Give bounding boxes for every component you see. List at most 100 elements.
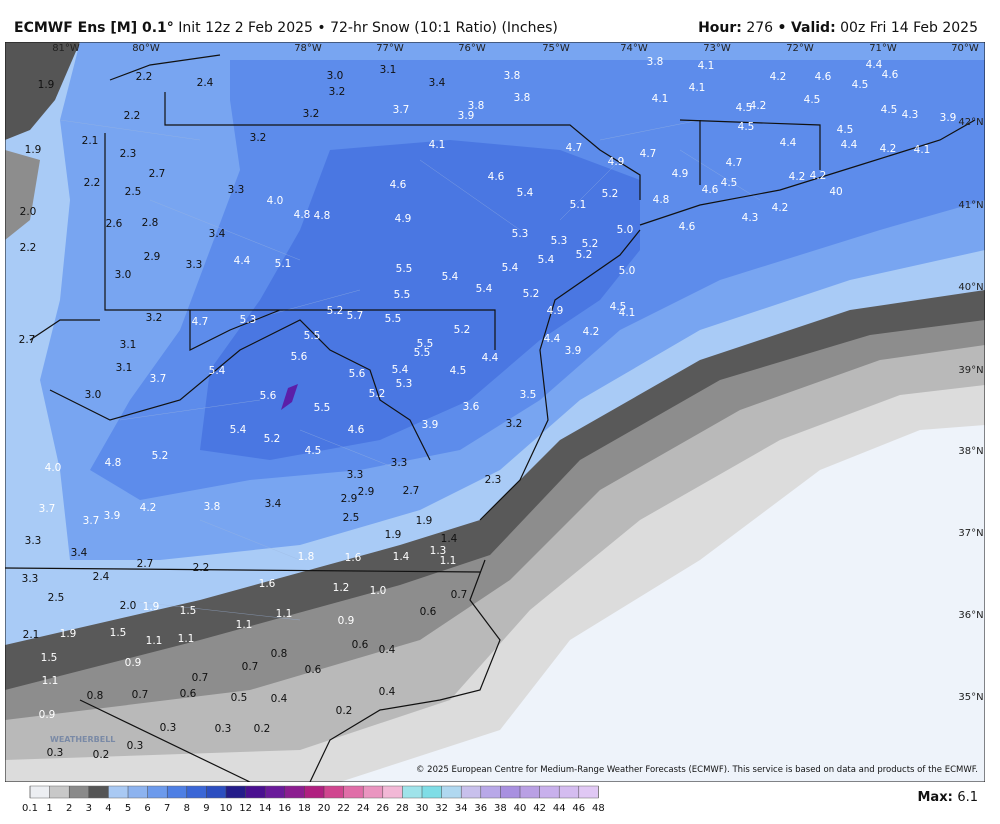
snow-amount: 3.0	[327, 70, 344, 82]
snow-amount: 3.8	[647, 56, 664, 68]
colorbar-tick-label: 9	[203, 803, 209, 814]
snow-amount: 3.3	[347, 469, 364, 481]
snow-amount: 0.5	[231, 692, 248, 704]
snow-amount: 4.5	[852, 79, 869, 91]
snow-amount: 4.0	[45, 462, 62, 474]
colorbar-tick-label: 12	[239, 803, 252, 814]
snow-amount: 4.6	[815, 71, 832, 83]
colorbar-tick-label: 24	[357, 803, 370, 814]
colorbar-tick-label: 18	[298, 803, 311, 814]
snow-amount: 4.2	[789, 171, 806, 183]
snow-amount: 2.7	[403, 485, 420, 497]
credit: © 2025 European Centre for Medium-Range …	[416, 765, 978, 775]
colorbar-swatch	[304, 786, 324, 798]
snow-amount: 3.8	[514, 92, 531, 104]
snow-amount: 3.9	[940, 112, 957, 124]
snow-amount: 5.4	[517, 187, 534, 199]
snow-amount: 3.9	[458, 110, 475, 122]
snow-amount: 4.1	[619, 307, 636, 319]
snow-amount: 0.4	[379, 686, 396, 698]
snow-amount: 4.8	[653, 194, 670, 206]
snow-amount: 2.1	[23, 629, 40, 641]
snow-amount: 5.4	[230, 424, 247, 436]
colorbar-tick-label: 30	[416, 803, 429, 814]
latitude-label: 40°N	[958, 282, 983, 293]
snow-amount: 4.8	[294, 209, 311, 221]
snow-amount: 5.2	[327, 305, 344, 317]
colorbar-swatch	[147, 786, 168, 798]
snow-amount: 3.7	[39, 503, 56, 515]
snow-amount: 3.4	[71, 547, 88, 559]
snow-amount: 4.2	[810, 170, 827, 182]
valid-label: Valid:	[790, 20, 836, 36]
header-right: Hour: 276 • Valid: 00z Fri 14 Feb 2025	[698, 20, 978, 36]
max-spot	[281, 384, 298, 410]
snow-amount: 4.2	[583, 326, 600, 338]
snow-amount: 4.8	[105, 457, 122, 469]
snow-amount: 5.4	[538, 254, 555, 266]
separator: •	[777, 20, 787, 36]
snow-amount: 1.5	[110, 627, 127, 639]
snow-amount: 40	[829, 186, 842, 198]
colorbar-tick-label: 8	[184, 803, 190, 814]
band	[5, 42, 80, 140]
snow-amount: 0.6	[420, 606, 437, 618]
snow-amount: 0.6	[180, 688, 197, 700]
snow-amount: 3.4	[429, 77, 446, 89]
colorbar-swatch	[343, 786, 364, 798]
snow-amount: 3.5	[520, 389, 537, 401]
colorbar-swatch	[559, 786, 579, 798]
colorbar-swatch	[382, 786, 403, 798]
snow-amount: 5.2	[576, 249, 593, 261]
snow-amount: 3.2	[329, 86, 346, 98]
snow-amount: 5.4	[502, 262, 519, 274]
snow-amount: 1.9	[38, 79, 55, 91]
snow-amount: 3.1	[120, 339, 137, 351]
snow-amount: 3.9	[422, 419, 439, 431]
colorbar-swatch	[108, 786, 128, 798]
colorbar-swatch	[324, 786, 344, 798]
colorbar-tick-label: 14	[259, 803, 272, 814]
snow-amount: 2.1	[82, 135, 99, 147]
snow-amount: 4.2	[750, 100, 767, 112]
snow-amount: 1.3	[430, 545, 447, 557]
colorbar-swatch	[363, 786, 383, 798]
snow-amount: 4.5	[721, 177, 738, 189]
colorbar-swatch	[49, 786, 70, 798]
snow-amount: 4.4	[544, 333, 561, 345]
snow-amount: 2.3	[120, 148, 137, 160]
snow-amount: 0.8	[87, 690, 104, 702]
colorbar-tick-label: 32	[435, 803, 448, 814]
snow-amount: 0.2	[254, 723, 271, 735]
snow-amount: 4.7	[192, 316, 209, 328]
snow-amount: 3.8	[204, 501, 221, 513]
snow-amount: 0.7	[192, 672, 209, 684]
snow-amount: 5.4	[442, 271, 459, 283]
snow-amount: 4.4	[866, 59, 883, 71]
snow-amount: 5.4	[392, 364, 409, 376]
snow-amount: 2.4	[197, 77, 214, 89]
longitude-label: 72°W	[786, 43, 814, 54]
colorbar-tick-label: 4	[105, 803, 111, 814]
snow-amount: 3.3	[391, 457, 408, 469]
longitude-label: 81°W	[52, 43, 80, 54]
snow-amount: 4.1	[698, 60, 715, 72]
snow-amount: 3.2	[303, 108, 320, 120]
colorbar-tick-label: 26	[376, 803, 389, 814]
colorbar-swatch	[226, 786, 246, 798]
snow-amount: 5.5	[417, 338, 434, 350]
colorbar-swatch	[578, 786, 599, 798]
colorbar-swatch	[441, 786, 462, 798]
snow-amount: 2.9	[144, 251, 161, 263]
snow-amount: 1.2	[333, 582, 350, 594]
snow-amount: 1.0	[370, 585, 387, 597]
snow-amount: 2.9	[358, 486, 375, 498]
colorbar-swatch	[30, 786, 50, 798]
colorbar-tick-label: 28	[396, 803, 409, 814]
snow-amount: 1.4	[393, 551, 410, 563]
snow-amount: 1.4	[441, 533, 458, 545]
snow-amount: 1.5	[41, 652, 58, 664]
snow-amount: 1.1	[236, 619, 253, 631]
snow-amount: 1.1	[440, 555, 457, 567]
snow-amount: 3.8	[468, 100, 485, 112]
